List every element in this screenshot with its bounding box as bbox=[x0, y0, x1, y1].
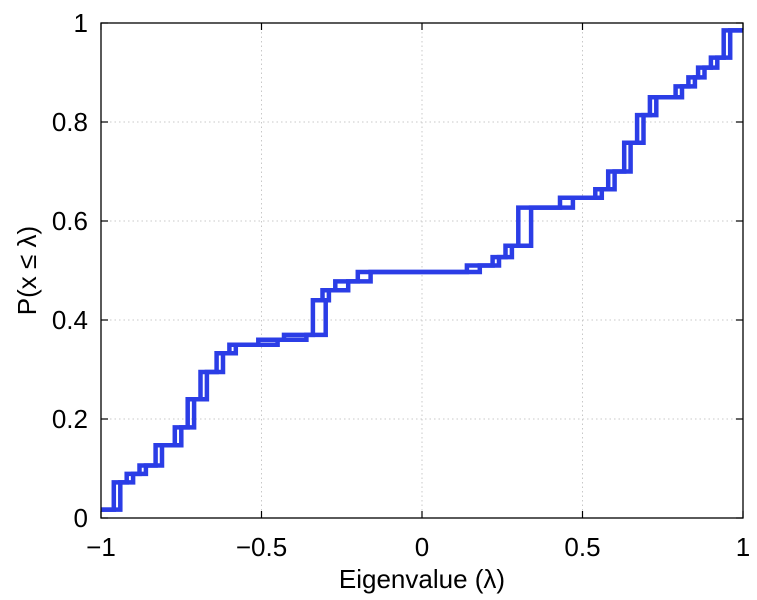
y-tick-label: 0.2 bbox=[52, 404, 88, 434]
y-axis-title: P(x ≤ λ) bbox=[12, 226, 42, 315]
y-tick-label: 1 bbox=[74, 8, 88, 38]
series-line-2 bbox=[101, 28, 743, 512]
x-tick-label: −0.5 bbox=[236, 532, 287, 562]
x-tick-labels: −1 −0.5 0 0.5 1 bbox=[86, 532, 750, 562]
x-tick-label: 0 bbox=[415, 532, 429, 562]
y-tick-label: 0 bbox=[74, 503, 88, 533]
y-tick-label: 0.4 bbox=[52, 305, 88, 335]
x-tick-label: −1 bbox=[86, 532, 116, 562]
series-layer bbox=[101, 28, 743, 512]
x-axis-title: Eigenvalue (λ) bbox=[339, 564, 505, 594]
x-tick-label: 1 bbox=[736, 532, 750, 562]
y-tick-label: 0.8 bbox=[52, 107, 88, 137]
y-tick-labels: 0 0.2 0.4 0.6 0.8 1 bbox=[52, 8, 88, 533]
y-tick-label: 0.6 bbox=[52, 206, 88, 236]
axis-ticks bbox=[100, 22, 744, 519]
x-tick-label: 0.5 bbox=[564, 532, 600, 562]
